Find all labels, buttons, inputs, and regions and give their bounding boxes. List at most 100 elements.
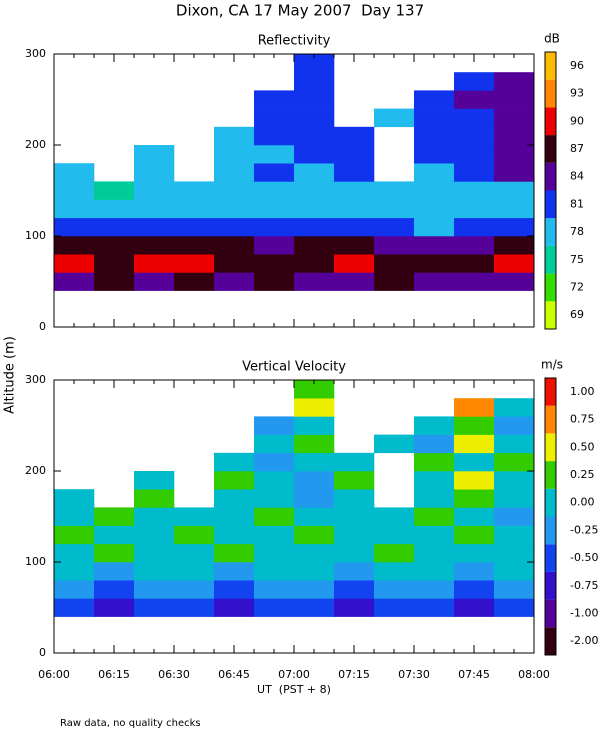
heatmap-cell bbox=[494, 562, 535, 581]
heatmap-cell bbox=[294, 507, 335, 526]
heatmap-cell bbox=[214, 126, 255, 146]
heatmap-cell bbox=[414, 434, 455, 454]
heatmap-cell bbox=[294, 145, 335, 164]
heatmap-cell bbox=[454, 108, 495, 128]
heatmap-cell bbox=[294, 452, 335, 472]
heatmap-cell bbox=[334, 163, 375, 182]
heatmap-cell bbox=[454, 598, 495, 617]
heatmap-cell bbox=[214, 254, 255, 273]
colorbar-tick-label: 1.00 bbox=[570, 385, 595, 398]
x-tick-label: 08:00 bbox=[518, 668, 550, 681]
heatmap-cell bbox=[94, 254, 135, 273]
heatmap-cell bbox=[134, 543, 175, 563]
heatmap-cell bbox=[254, 452, 295, 472]
colorbar-segment bbox=[545, 461, 556, 489]
heatmap-cell bbox=[414, 489, 455, 508]
heatmap-cell bbox=[214, 525, 255, 545]
colorbar-tick-label: -0.50 bbox=[570, 551, 598, 564]
y-tick-label: 300 bbox=[25, 47, 46, 60]
colorbar-tick-label: 0.75 bbox=[570, 413, 595, 426]
heatmap-cell bbox=[134, 181, 175, 200]
heatmap-cell bbox=[334, 254, 375, 273]
y-tick-label: 0 bbox=[39, 320, 46, 333]
heatmap-cell bbox=[54, 181, 95, 200]
heatmap-cell bbox=[254, 145, 295, 164]
colorbar-label: dB bbox=[544, 32, 560, 46]
heatmap-cell bbox=[374, 199, 415, 219]
colorbar-tick-label: 0.00 bbox=[570, 496, 595, 509]
x-tick-label: 07:30 bbox=[398, 668, 430, 681]
heatmap-cell bbox=[214, 543, 255, 563]
x-tick-label: 06:00 bbox=[38, 668, 70, 681]
heatmap-cell bbox=[134, 507, 175, 526]
heatmap-cell bbox=[254, 181, 295, 200]
heatmap-cell bbox=[134, 163, 175, 182]
heatmap-cell bbox=[134, 580, 175, 599]
colorbar-segment bbox=[545, 544, 556, 572]
heatmap-cell bbox=[494, 272, 535, 291]
heatmap-cell bbox=[94, 217, 135, 237]
heatmap-cell bbox=[374, 272, 415, 291]
panel-title: Vertical Velocity bbox=[242, 360, 346, 375]
heatmap-cell bbox=[294, 254, 335, 273]
heatmap-cell bbox=[494, 398, 535, 417]
heatmap-cell bbox=[454, 562, 495, 581]
y-tick-label: 200 bbox=[25, 138, 46, 151]
heatmap-cell bbox=[454, 217, 495, 237]
heatmap-cell bbox=[334, 562, 375, 581]
heatmap-cell bbox=[294, 562, 335, 581]
heatmap-cell bbox=[334, 126, 375, 146]
heatmap-cell bbox=[214, 562, 255, 581]
heatmap-cell bbox=[414, 163, 455, 182]
heatmap-cell bbox=[454, 272, 495, 291]
heatmap-cell bbox=[174, 507, 215, 526]
heatmap-cell bbox=[494, 163, 535, 182]
heatmap-cell bbox=[214, 507, 255, 526]
x-tick-label: 07:45 bbox=[458, 668, 490, 681]
heatmap-cell bbox=[134, 254, 175, 273]
heatmap-cell bbox=[494, 181, 535, 200]
colorbar-tick-label: 87 bbox=[570, 142, 584, 155]
colorbar-segment bbox=[545, 218, 556, 246]
heatmap-cell bbox=[174, 598, 215, 617]
heatmap-cell bbox=[454, 163, 495, 182]
colorbar-segment bbox=[545, 488, 556, 517]
heatmap-cell bbox=[94, 272, 135, 291]
heatmap-cell bbox=[294, 163, 335, 182]
heatmap-cell bbox=[494, 598, 535, 617]
heatmap-cell bbox=[494, 217, 535, 237]
panel-title: Reflectivity bbox=[258, 34, 331, 49]
heatmap-cell bbox=[214, 580, 255, 599]
y-tick-label: 300 bbox=[25, 373, 46, 386]
heatmap-cell bbox=[94, 181, 135, 200]
heatmap-cell bbox=[454, 416, 495, 435]
heatmap-cell bbox=[374, 598, 415, 617]
heatmap-cell bbox=[454, 145, 495, 164]
colorbar-tick-label: 0.50 bbox=[570, 440, 595, 453]
heatmap-cell bbox=[334, 580, 375, 599]
heatmap-cell bbox=[54, 254, 95, 273]
heatmap-cell bbox=[54, 217, 95, 237]
heatmap-cell bbox=[294, 72, 335, 91]
y-tick-label: 0 bbox=[39, 646, 46, 659]
heatmap-cell bbox=[334, 199, 375, 219]
colorbar-tick-label: 78 bbox=[570, 225, 584, 238]
heatmap-cell bbox=[494, 525, 535, 545]
heatmap-cell bbox=[294, 380, 335, 399]
colorbar-label: m/s bbox=[541, 358, 563, 372]
heatmap-cell bbox=[494, 145, 535, 164]
heatmap-cell bbox=[174, 181, 215, 200]
heatmap-cell bbox=[54, 580, 95, 599]
heatmap-cell bbox=[254, 434, 295, 454]
heatmap-cell bbox=[214, 145, 255, 164]
colorbar-segment bbox=[545, 107, 556, 136]
heatmap-cell bbox=[334, 525, 375, 545]
heatmap-cell bbox=[174, 199, 215, 219]
heatmap-cell bbox=[94, 199, 135, 219]
heatmap-cell bbox=[494, 254, 535, 273]
colorbar-tick-label: -2.00 bbox=[570, 634, 598, 647]
colorbar-frame bbox=[544, 377, 557, 656]
heatmap-cell bbox=[214, 217, 255, 237]
colorbar-tick-label: 69 bbox=[570, 308, 584, 321]
